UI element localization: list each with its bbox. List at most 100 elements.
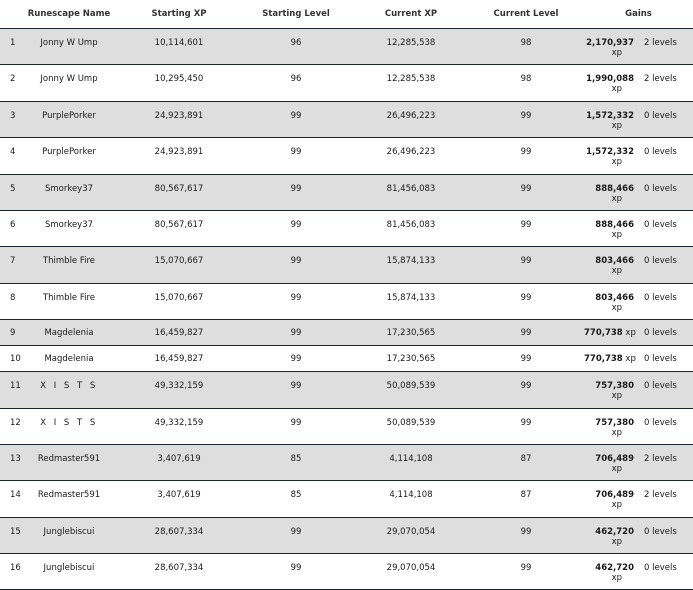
- player-name-cell[interactable]: Junglebiscui: [18, 517, 120, 555]
- gain-xp-value: 803,466: [595, 292, 634, 303]
- starting-level-cell-text: 99: [290, 563, 302, 574]
- starting-xp-cell-text: 10,114,601: [154, 38, 204, 48]
- gain-xp-value: 1,990,088: [586, 74, 634, 85]
- rank-cell-text: 14: [10, 490, 21, 501]
- player-name-cell-text: X I S T S: [40, 381, 98, 392]
- current-level-cell-text: 99: [520, 563, 532, 574]
- gain-xp-cell: 2,170,937 xp: [584, 28, 644, 66]
- player-name-cell[interactable]: Smorkey37: [18, 174, 120, 211]
- player-name-cell-text: PurplePorker: [42, 147, 96, 158]
- gain-xp-value: 770,738: [584, 328, 623, 339]
- player-name-cell[interactable]: Thimble Fire: [18, 283, 120, 321]
- current-xp-cell-text: 29,070,054: [386, 526, 436, 537]
- gain-levels-cell: 0 levels: [644, 553, 693, 590]
- gain-xp-value: 2,170,937: [586, 38, 634, 48]
- player-name-cell[interactable]: Redmaster591: [18, 480, 120, 518]
- player-name-cell[interactable]: Junglebiscui: [18, 553, 120, 590]
- current-xp-cell-text: 17,230,565: [386, 354, 436, 365]
- gain-levels-cell: 0 levels: [644, 283, 693, 321]
- gain-xp-cell: 770,738 xp: [584, 345, 644, 373]
- starting-level-cell: 99: [238, 101, 354, 139]
- current-level-cell: 98: [468, 64, 584, 102]
- gain-levels-cell-text: 0 levels: [644, 328, 677, 339]
- starting-xp-cell: 80,567,617: [120, 174, 238, 211]
- rank-cell: 14: [0, 480, 21, 518]
- starting-level-cell: 99: [238, 210, 354, 248]
- player-name-cell-text: Magdelenia: [44, 328, 94, 339]
- gain-xp-cell: 1,572,332 xp: [584, 137, 644, 175]
- current-level-cell: 99: [468, 137, 584, 175]
- starting-xp-cell-text: 10,295,450: [154, 74, 204, 85]
- starting-level-cell: 85: [238, 480, 354, 518]
- rank-cell: 10: [0, 345, 21, 373]
- player-name-cell[interactable]: Redmaster591: [18, 444, 120, 482]
- rank-cell: 3: [0, 101, 18, 139]
- gain-xp-cell: 888,466 xp: [584, 210, 644, 248]
- starting-level-cell-text: 96: [290, 38, 302, 48]
- rank-cell: 15: [0, 517, 21, 555]
- gain-levels-cell: 0 levels: [644, 246, 693, 284]
- gain-levels-cell: 0 levels: [644, 371, 693, 409]
- current-level-cell: 87: [468, 444, 584, 482]
- player-name-cell-text: Redmaster591: [37, 453, 101, 464]
- player-name-cell-text: Junglebiscui: [43, 526, 95, 537]
- current-xp-cell: 50,089,539: [354, 371, 468, 409]
- player-name-cell[interactable]: Magdelenia: [18, 345, 120, 373]
- gain-levels-cell-text: 2 levels: [644, 38, 677, 48]
- table-row: 8 Thimble Fire 15,070,667 99 15,874,133 99 803…: [0, 283, 693, 321]
- player-name-cell[interactable]: Thimble Fire: [18, 246, 120, 284]
- rank-cell-text: 7: [10, 256, 16, 267]
- current-xp-cell-text: 17,230,565: [386, 328, 436, 339]
- player-name-cell[interactable]: Smorkey37: [18, 210, 120, 248]
- player-name-cell[interactable]: Magdelenia: [18, 319, 120, 347]
- header-starting-level[interactable]: Starting Level: [238, 0, 354, 29]
- current-xp-cell-text: 26,496,223: [386, 110, 436, 121]
- current-level-cell-text: 99: [520, 219, 532, 230]
- rank-cell: 1: [0, 28, 18, 66]
- player-name-cell[interactable]: X I S T S: [18, 408, 120, 445]
- rank-cell: 12: [0, 408, 21, 445]
- header-runescape-name[interactable]: Runescape Name: [18, 0, 120, 29]
- rank-cell: 11: [0, 371, 21, 409]
- starting-level-cell: 99: [238, 345, 354, 373]
- player-name-cell-text: Redmaster591: [37, 490, 101, 501]
- gain-xp-unit: xp: [611, 391, 622, 402]
- header-current-xp[interactable]: Current XP: [354, 0, 468, 29]
- table-row: 14 Redmaster591 3,407,619 85 4,114,108 87 706,…: [0, 480, 693, 518]
- starting-xp-cell: 28,607,334: [120, 517, 238, 555]
- table-row: 12 X I S T S 49,332,159 99 50,089,539 99 757,3…: [0, 408, 693, 445]
- rank-cell-text: 11: [10, 381, 21, 392]
- current-xp-cell-text: 4,114,108: [389, 490, 433, 501]
- current-xp-cell: 81,456,083: [354, 210, 468, 248]
- player-name-cell[interactable]: Jonny W Ump: [18, 64, 120, 102]
- player-name-cell[interactable]: Jonny W Ump: [18, 28, 120, 66]
- current-xp-cell-text: 15,874,133: [386, 292, 436, 303]
- current-xp-cell-text: 50,089,539: [386, 417, 436, 428]
- starting-level-cell: 99: [238, 408, 354, 445]
- current-xp-cell: 15,874,133: [354, 246, 468, 284]
- player-name-cell[interactable]: PurplePorker: [18, 101, 120, 139]
- gain-xp-cell: 462,720 xp: [584, 553, 644, 590]
- gain-xp-unit: xp: [611, 229, 622, 240]
- starting-xp-cell-text: 15,070,667: [154, 256, 204, 267]
- header-starting-xp[interactable]: Starting XP: [120, 0, 238, 29]
- header-gains[interactable]: Gains: [584, 0, 693, 29]
- starting-level-cell: 99: [238, 137, 354, 175]
- gain-levels-cell: 0 levels: [644, 517, 693, 555]
- table-row: 1 Jonny W Ump 10,114,601 96 12,285,538 98 2,17…: [0, 28, 693, 66]
- current-xp-cell-text: 26,496,223: [386, 147, 436, 158]
- player-name-cell[interactable]: PurplePorker: [18, 137, 120, 175]
- starting-xp-cell-text: 49,332,159: [154, 417, 204, 428]
- rank-cell-text: 3: [10, 110, 16, 121]
- gain-xp-cell: 462,720 xp: [584, 517, 644, 555]
- header-current-level[interactable]: Current Level: [468, 0, 584, 29]
- gain-levels-cell: 2 levels: [644, 480, 693, 518]
- gain-xp-cell: 757,380 xp: [584, 408, 644, 445]
- gain-xp-value: 1,572,332: [586, 147, 634, 158]
- gain-xp-value: 1,572,332: [586, 110, 634, 121]
- gain-xp-unit: xp: [611, 193, 622, 204]
- gain-xp-value: 706,489: [595, 453, 634, 464]
- player-name-cell[interactable]: X I S T S: [18, 371, 120, 409]
- starting-xp-cell-text: 15,070,667: [154, 292, 204, 303]
- player-name-cell-text: Jonny W Ump: [40, 38, 98, 48]
